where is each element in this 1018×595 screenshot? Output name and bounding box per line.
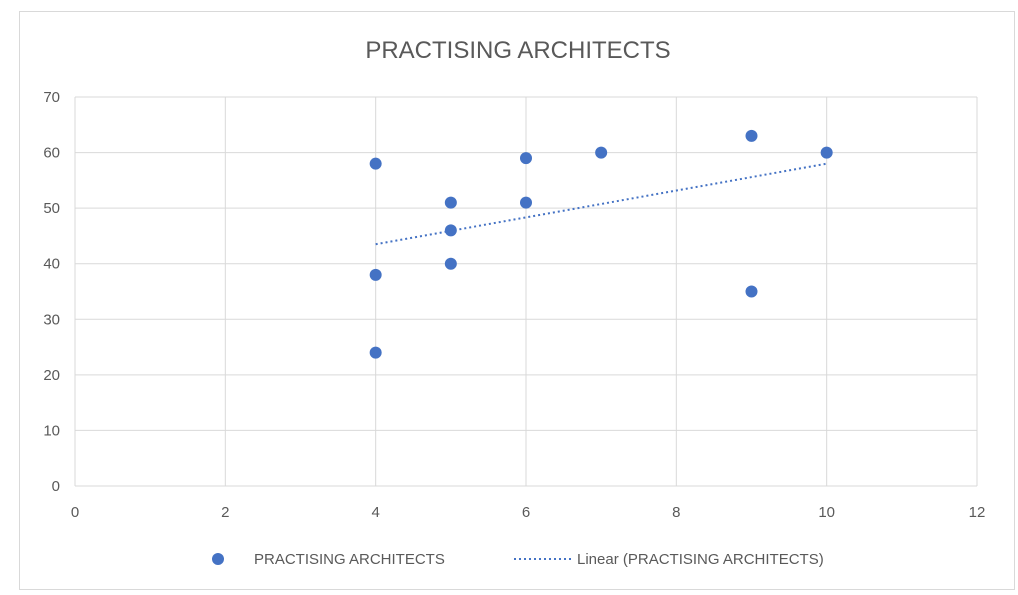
data-point <box>520 196 532 209</box>
data-point <box>820 146 833 159</box>
y-tick-label: 70 <box>43 89 60 106</box>
y-tick-label: 20 <box>43 367 60 384</box>
data-point <box>444 196 457 209</box>
trendline-layer <box>375 162 827 246</box>
legend-marker-series <box>212 553 224 565</box>
chart-area: PRACTISING ARCHITECTS 0 10 20 30 40 50 60 70 0 2 4… <box>19 11 1015 590</box>
legend-label-series: PRACTISING ARCHITECTS <box>254 551 445 568</box>
x-tick-label: 12 <box>969 504 986 521</box>
data-point <box>444 257 457 270</box>
legend-label-trendline: Linear (PRACTISING ARCHITECTS) <box>577 551 824 568</box>
x-tick-label: 6 <box>522 504 530 521</box>
data-point <box>369 157 382 170</box>
data-point <box>595 146 608 159</box>
data-points <box>369 129 833 359</box>
y-tick-label: 30 <box>43 311 60 328</box>
data-point <box>745 129 758 142</box>
data-point <box>444 224 457 237</box>
data-point <box>745 285 758 298</box>
x-tick-label: 10 <box>818 504 835 521</box>
legend: PRACTISING ARCHITECTS Linear (PRACTISING… <box>212 551 824 568</box>
data-point <box>369 346 382 359</box>
y-tick-label: 50 <box>43 200 60 217</box>
x-tick-label: 8 <box>672 504 680 521</box>
y-tick-label: 40 <box>43 256 60 273</box>
data-point <box>520 152 532 165</box>
scatter-chart: PRACTISING ARCHITECTS 0 10 20 30 40 50 60 70 0 2 4… <box>43 37 985 568</box>
data-point <box>369 268 382 281</box>
axis-tick-labels: 0 10 20 30 40 50 60 70 0 2 4 6 8 10 12 <box>43 89 985 521</box>
x-tick-label: 0 <box>71 504 79 521</box>
y-tick-label: 10 <box>43 422 60 439</box>
trendline <box>375 162 827 246</box>
chart-title: PRACTISING ARCHITECTS <box>365 37 670 64</box>
x-tick-label: 4 <box>371 504 379 521</box>
y-tick-label: 0 <box>52 478 60 495</box>
x-tick-label: 2 <box>221 504 229 521</box>
y-tick-label: 60 <box>43 145 60 162</box>
